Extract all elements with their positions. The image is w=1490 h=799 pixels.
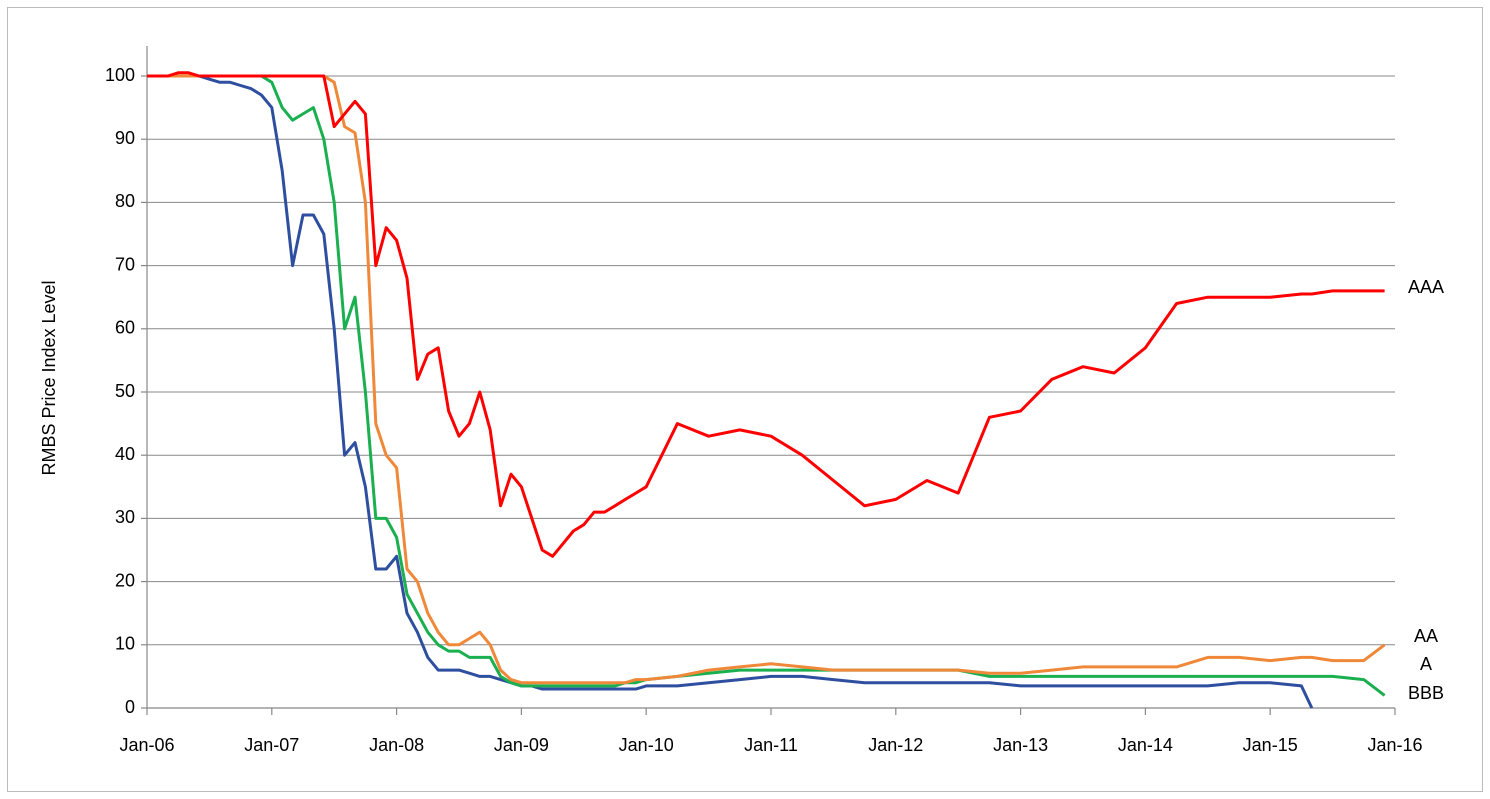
x-tick-label: Jan-07 [244,735,299,755]
y-tick-label: 90 [115,128,135,148]
y-tick-label: 50 [115,381,135,401]
series-end-label: AAA [1408,277,1444,297]
series-line [147,74,1386,685]
y-tick-label: 0 [125,697,135,717]
x-tick-label: Jan-08 [369,735,424,755]
chart-frame [7,7,1483,792]
y-tick-label: 70 [115,254,135,274]
series-end-label: BBB [1408,683,1444,703]
x-tick-label: Jan-10 [619,735,674,755]
x-tick-label: Jan-06 [119,735,174,755]
y-tick-label: 10 [115,634,135,654]
x-tick-label: Jan-14 [1118,735,1173,755]
x-tick-label: Jan-12 [868,735,923,755]
x-tick-label: Jan-09 [494,735,549,755]
y-tick-label: 100 [105,65,135,85]
series-line [147,74,1386,697]
series-line [147,71,1385,558]
x-tick-label: Jan-16 [1367,735,1422,755]
y-tick-label: 60 [115,318,135,338]
x-tick-label: Jan-15 [1243,735,1298,755]
series-end-label: A [1420,654,1432,674]
y-tick-label: 30 [115,507,135,527]
series-end-label: AA [1414,626,1438,646]
y-axis-label: RMBS Price Index Level [39,280,59,475]
y-tick-label: 20 [115,570,135,590]
y-tick-label: 40 [115,444,135,464]
x-tick-label: Jan-11 [744,735,798,755]
x-tick-label: Jan-13 [993,735,1048,755]
y-tick-label: 80 [115,191,135,211]
